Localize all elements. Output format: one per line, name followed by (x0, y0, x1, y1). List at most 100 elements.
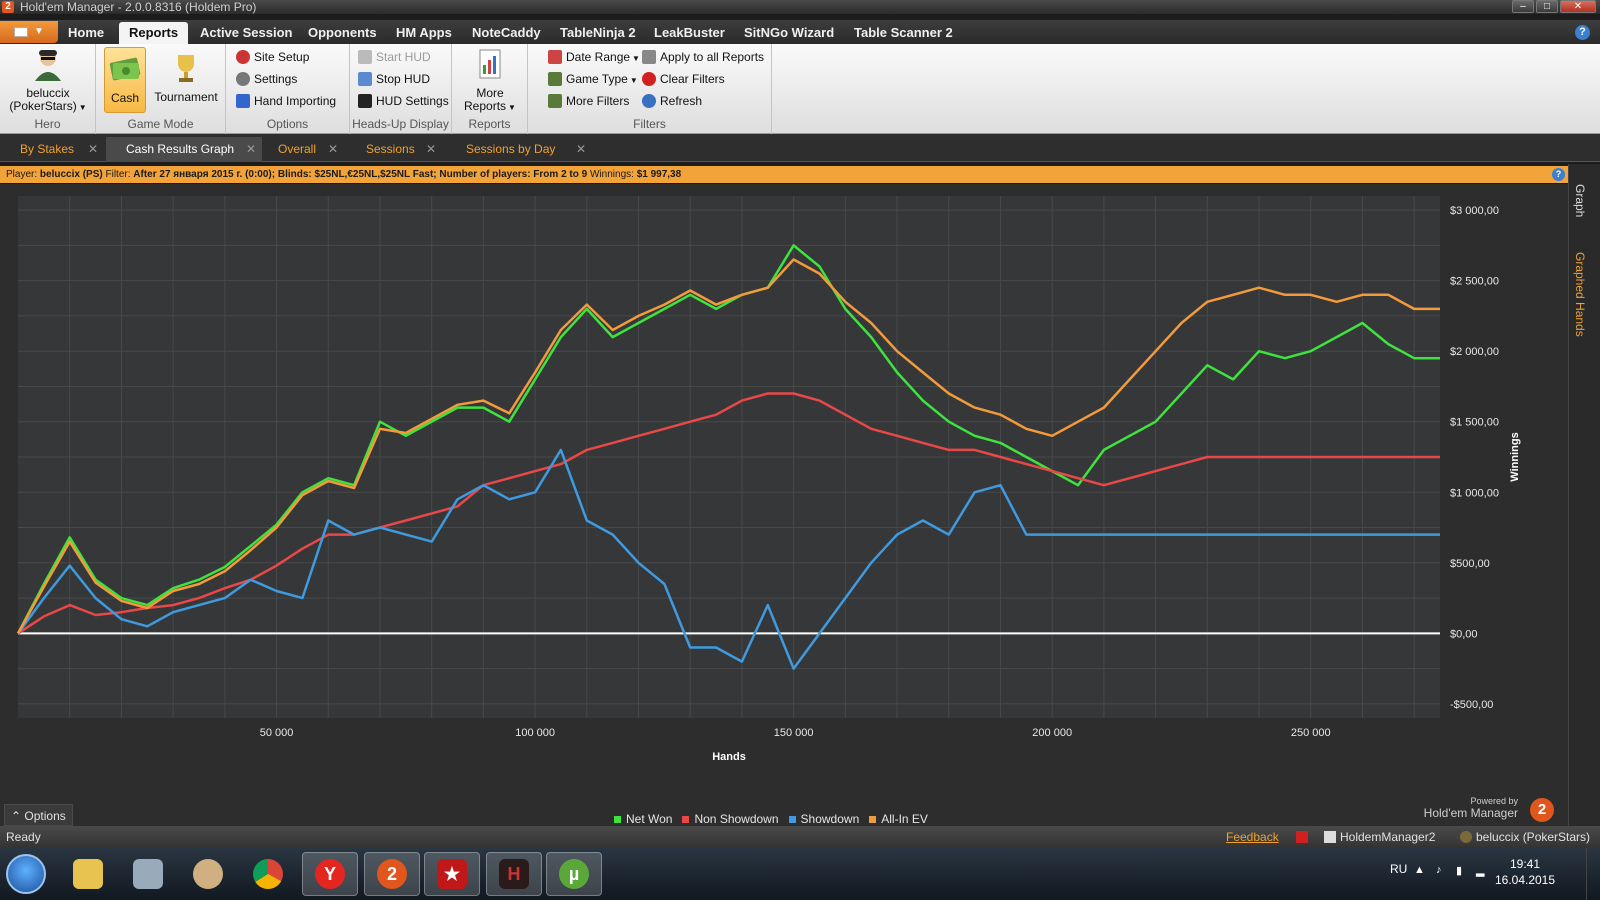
taskbar-utorrent[interactable]: µ (546, 852, 602, 896)
taskbar-app-hs[interactable]: H (486, 852, 542, 896)
player-status[interactable]: beluccix (PokerStars) (1460, 826, 1590, 848)
taskbar-yandex[interactable]: Y (302, 852, 358, 896)
series-line-showdown (16, 448, 1440, 670)
apply-all-reports-button[interactable]: Apply to all Reports (642, 48, 764, 66)
options-button[interactable]: ⌃ Options (4, 804, 73, 826)
side-tab-graph[interactable]: Graph (1573, 184, 1587, 218)
close-button[interactable]: ✕ (1560, 0, 1596, 13)
ribbon-group-options: Site Setup Settings Hand Importing Optio… (226, 44, 350, 134)
clock[interactable]: 19:41 16.04.2015 (1490, 856, 1560, 888)
y-tick-label: $0,00 (1450, 628, 1478, 640)
tab-by-stakes[interactable]: By Stakes ✕ (0, 137, 104, 162)
tab-opponents[interactable]: Opponents (308, 25, 377, 40)
status-bar: Ready Feedback HoldemManager2 beluccix (… (0, 826, 1600, 848)
clock-date: 16.04.2015 (1494, 873, 1556, 887)
language-indicator[interactable]: RU (1390, 862, 1408, 876)
more-reports-label-2: Reports ▼ (464, 99, 516, 113)
hero-button[interactable]: beluccix (PokerStars) ▼ (4, 47, 92, 114)
game-type-button[interactable]: Game Type ▼ (548, 70, 638, 88)
utorrent-icon: µ (559, 859, 589, 889)
tray-expand-icon[interactable]: ▲ (1414, 864, 1425, 876)
hm-app-icon: 2 (2, 1, 14, 13)
filter-label: Filter: (105, 169, 131, 180)
tab-tableninja[interactable]: TableNinja 2 (560, 25, 636, 40)
close-icon[interactable]: ✕ (87, 142, 98, 156)
help-icon[interactable]: ? (1575, 25, 1590, 40)
power-icon[interactable]: ▮ (1456, 865, 1463, 877)
show-desktop-button[interactable] (1586, 848, 1600, 900)
minimize-button[interactable]: – (1512, 0, 1534, 13)
ribbon-group-reports: More Reports ▼ Reports (452, 44, 528, 134)
feedback-link[interactable]: Feedback (1226, 830, 1279, 844)
volume-icon[interactable]: ♪ (1436, 864, 1442, 876)
taskbar-paint[interactable] (180, 852, 236, 896)
app-menu-button[interactable]: ▼ (0, 21, 58, 43)
cash-icon (109, 57, 141, 81)
legend-swatch (682, 815, 690, 823)
x-axis-title: Hands (712, 751, 746, 763)
tab-hm-apps[interactable]: HM Apps (396, 25, 452, 40)
game-mode-group-label: Game Mode (127, 117, 194, 131)
more-filters-button[interactable]: More Filters (548, 92, 629, 110)
tab-notecaddy[interactable]: NoteCaddy (472, 25, 541, 40)
y-tick-label: -$500,00 (1450, 699, 1493, 711)
tournament-button[interactable]: Tournament (150, 47, 222, 104)
start-hud-button[interactable]: Start HUD (358, 48, 431, 66)
calendar-icon (548, 50, 562, 64)
tab-home[interactable]: Home (68, 25, 105, 40)
hud-settings-button[interactable]: HUD Settings (358, 92, 449, 110)
legend-all-in-ev: All-In EV (869, 812, 928, 826)
tab-sessions[interactable]: Sessions ✕ (346, 137, 442, 162)
site-setup-button[interactable]: Site Setup (236, 48, 309, 66)
taskbar-explorer[interactable] (60, 852, 116, 896)
close-icon[interactable]: ✕ (327, 142, 338, 156)
close-icon[interactable]: ✕ (245, 142, 256, 156)
calculator-icon (133, 859, 163, 889)
hm-logo-icon: 2 (1530, 798, 1554, 822)
yandex-icon: Y (315, 859, 345, 889)
start-button[interactable] (6, 854, 46, 894)
network-icon[interactable]: ▂ (1476, 865, 1485, 877)
tab-reports[interactable]: Reports (119, 22, 189, 44)
tab-cash-results-graph[interactable]: Cash Results Graph ✕ (106, 137, 262, 162)
legend-non-showdown: Non Showdown (682, 812, 779, 826)
clear-icon (642, 72, 656, 86)
report-tab-bar: By Stakes ✕ Cash Results Graph ✕ Overall ✕ … (0, 134, 1600, 162)
stop-hud-button[interactable]: Stop HUD (358, 70, 430, 88)
side-tab-graphed-hands[interactable]: Graphed Hands (1573, 252, 1587, 337)
taskbar-pokerstars[interactable]: ★ (424, 852, 480, 896)
tab-sessions-by-day[interactable]: Sessions by Day ✕ (446, 137, 592, 162)
more-reports-button[interactable]: More Reports ▼ (456, 47, 524, 114)
clock-time: 19:41 (1509, 857, 1541, 871)
taskbar-chrome[interactable] (240, 852, 296, 896)
hud-group-label: Heads-Up Display (352, 117, 449, 131)
hand-importing-button[interactable]: Hand Importing (236, 92, 336, 110)
database-status[interactable]: HoldemManager2 (1324, 826, 1435, 848)
taskbar-calculator[interactable] (120, 852, 176, 896)
filter-summary-bar: Player: beluccix (PS) Filter: After 27 я… (0, 166, 1568, 183)
taskbar-holdem-manager[interactable]: 2 (364, 852, 420, 896)
reports-group-label: Reports (468, 117, 511, 131)
tab-active-session[interactable]: Active Session (200, 25, 293, 40)
filter-help-icon[interactable]: ? (1552, 168, 1565, 181)
tab-sitngo-wizard[interactable]: SitNGo Wizard (744, 25, 835, 40)
y-tick-label: $500,00 (1450, 558, 1490, 570)
cash-button[interactable]: Cash (104, 47, 146, 113)
close-icon[interactable]: ✕ (425, 142, 436, 156)
close-icon[interactable]: ✕ (575, 142, 586, 156)
hero-name: beluccix (26, 86, 70, 100)
clear-filters-button[interactable]: Clear Filters (642, 70, 725, 88)
hero-site: (PokerStars) ▼ (9, 99, 87, 113)
app-hs-icon: H (499, 859, 529, 889)
series-line-non-showdown (17, 392, 1440, 635)
hero-group-label: Hero (34, 117, 61, 131)
tab-overall[interactable]: Overall ✕ (258, 137, 344, 162)
refresh-button[interactable]: Refresh (642, 92, 702, 110)
hm2-icon: 2 (377, 859, 407, 889)
tab-leakbuster[interactable]: LeakBuster (654, 25, 725, 40)
tab-table-scanner[interactable]: Table Scanner 2 (854, 25, 953, 40)
options-group-label: Options (266, 117, 309, 131)
date-range-button[interactable]: Date Range ▼ (548, 48, 640, 66)
settings-button[interactable]: Settings (236, 70, 297, 88)
maximize-button[interactable]: □ (1536, 0, 1558, 13)
